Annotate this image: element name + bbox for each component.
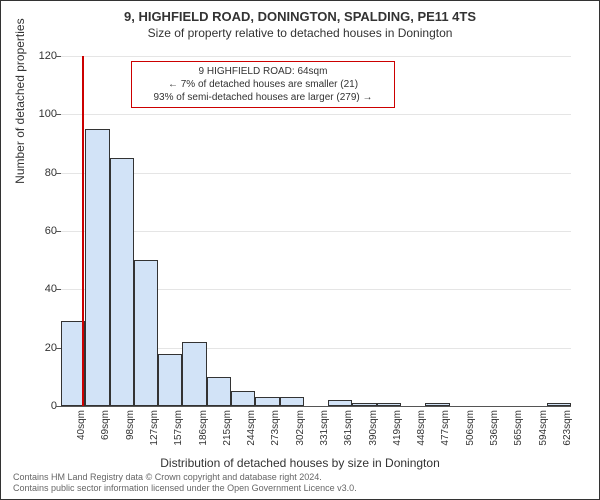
y-tick-label: 0	[31, 400, 57, 412]
x-tick-label: 331sqm	[319, 410, 330, 446]
histogram-bar	[231, 391, 255, 406]
histogram-bar	[85, 129, 109, 406]
x-tick-label: 40sqm	[76, 410, 87, 440]
x-tick-label: 565sqm	[513, 410, 524, 446]
x-tick-label: 390sqm	[368, 410, 379, 446]
x-tick-label: 623sqm	[562, 410, 573, 446]
x-tick-label: 273sqm	[270, 410, 281, 446]
histogram-bar	[280, 397, 304, 406]
x-tick-label: 536sqm	[489, 410, 500, 446]
credit-line-2: Contains public sector information licen…	[13, 483, 357, 495]
x-tick-label: 302sqm	[295, 410, 306, 446]
x-tick-label: 477sqm	[440, 410, 451, 446]
y-tick-label: 120	[31, 50, 57, 62]
x-tick-label: 98sqm	[125, 410, 136, 440]
x-axis-label: Distribution of detached houses by size …	[1, 456, 599, 470]
x-tick-label: 506sqm	[465, 410, 476, 446]
histogram-bar	[182, 342, 206, 406]
x-tick-label: 419sqm	[392, 410, 403, 446]
histogram-bar	[255, 397, 279, 406]
x-tick-label: 127sqm	[149, 410, 160, 446]
plot-region	[61, 56, 571, 406]
histogram-bar	[425, 403, 449, 406]
x-tick-label: 215sqm	[222, 410, 233, 446]
sub-title: Size of property relative to detached ho…	[1, 26, 599, 40]
info-line-3: 93% of semi-detached houses are larger (…	[138, 91, 388, 104]
y-tick-label: 60	[31, 225, 57, 237]
histogram-bar	[134, 260, 158, 406]
x-tick-label: 594sqm	[538, 410, 549, 446]
histogram-bar	[158, 354, 182, 407]
x-tick-label: 157sqm	[173, 410, 184, 446]
x-tick-label: 244sqm	[246, 410, 257, 446]
info-line-1: 9 HIGHFIELD ROAD: 64sqm	[138, 65, 388, 78]
credit-line-1: Contains HM Land Registry data © Crown c…	[13, 472, 357, 484]
x-tick-label: 448sqm	[416, 410, 427, 446]
histogram-bar	[352, 403, 376, 406]
x-tick-label: 69sqm	[100, 410, 111, 440]
histogram-bar	[547, 403, 571, 406]
histogram-bar	[110, 158, 134, 406]
main-title: 9, HIGHFIELD ROAD, DONINGTON, SPALDING, …	[1, 9, 599, 24]
info-line-2: ← 7% of detached houses are smaller (21)	[138, 78, 388, 91]
y-tick-label: 20	[31, 342, 57, 354]
x-tick-label: 186sqm	[198, 410, 209, 446]
y-tick-label: 80	[31, 167, 57, 179]
info-box: 9 HIGHFIELD ROAD: 64sqm ← 7% of detached…	[131, 61, 395, 108]
histogram-bar	[377, 403, 401, 406]
y-tick-label: 40	[31, 283, 57, 295]
y-axis-label: Number of detached properties	[13, 18, 27, 183]
chart-area: 020406080100120 40sqm69sqm98sqm127sqm157…	[61, 56, 571, 406]
histogram-bar	[328, 400, 352, 406]
x-tick-label: 361sqm	[343, 410, 354, 446]
histogram-bar	[207, 377, 231, 406]
credits: Contains HM Land Registry data © Crown c…	[13, 472, 357, 495]
chart-container: 9, HIGHFIELD ROAD, DONINGTON, SPALDING, …	[0, 0, 600, 500]
y-tick-label: 100	[31, 108, 57, 120]
property-marker-line	[82, 56, 84, 406]
